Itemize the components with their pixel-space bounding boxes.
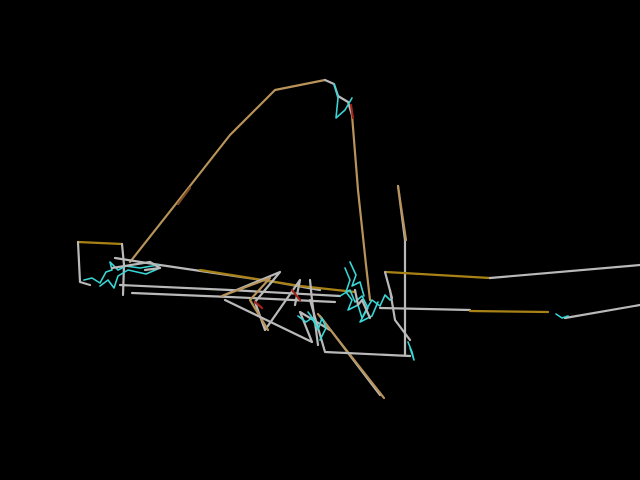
trajectory-path-gray [563, 303, 640, 320]
trajectory-path-tan [128, 78, 327, 264]
trajectory-paths [76, 78, 640, 400]
trajectory-path-gray [488, 263, 640, 280]
trajectory-path-gray [118, 283, 342, 298]
trajectory-path-gray [308, 278, 320, 347]
trajectory-path-red [349, 103, 355, 120]
trajectory-path-cyan [83, 261, 159, 284]
trajectory-path-cyan [333, 83, 353, 119]
trajectory-path-gray [378, 306, 472, 312]
trajectory-path-red [290, 288, 302, 302]
trajectory-path-cyan [99, 267, 161, 289]
trajectory-path-gold [198, 268, 357, 294]
trajectory-path-cyan [297, 315, 317, 327]
trajectory-path-gray [110, 260, 162, 272]
trajectory-path-gray [383, 270, 394, 300]
trajectory-path-tan [350, 113, 372, 302]
trajectory-path-cyan [349, 261, 365, 297]
trajectory-path-tan [220, 276, 272, 332]
trajectory-path-brown [176, 186, 192, 206]
trajectory-path-red [253, 300, 264, 310]
trajectory-path-gold [384, 270, 492, 280]
trajectory-path-cyan [555, 313, 569, 319]
trajectory-path-cyan [344, 267, 391, 319]
trajectory-path-cyan [407, 341, 415, 361]
trajectory-path-gold [76, 240, 124, 246]
trajectory-path-tan [316, 312, 386, 400]
trajectory-path-gray [388, 288, 412, 342]
trajectory-path-gold [468, 309, 550, 314]
trajectory-path-tan [396, 184, 408, 242]
trajectory-path-gray [76, 240, 92, 287]
trajectory-path-gray [353, 288, 372, 320]
